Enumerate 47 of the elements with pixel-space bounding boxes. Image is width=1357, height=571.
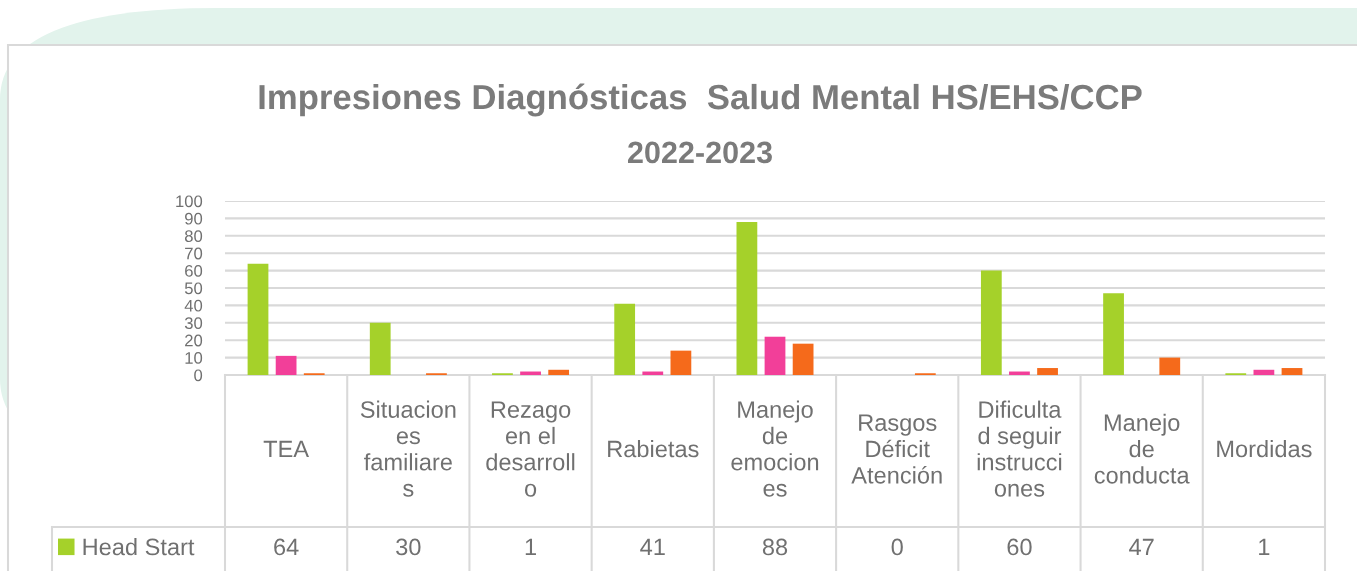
data-label: 47 bbox=[1129, 538, 1154, 556]
data-label: 41 bbox=[640, 538, 665, 556]
data-label: 0 bbox=[891, 538, 903, 556]
x-tick-label: Dificulta d seguir instrucci ones bbox=[977, 400, 1062, 497]
y-tick-label: 70 bbox=[185, 247, 203, 260]
x-tick-label: Manejo de conducta bbox=[1094, 413, 1190, 484]
bar bbox=[548, 369, 570, 375]
y-tick-label: 30 bbox=[184, 317, 203, 329]
bar bbox=[1159, 357, 1181, 375]
y-tick-label: 20 bbox=[185, 334, 203, 347]
chart-title: Impresiones Diagnósticas Salud Mental HS/EHS/CCP bbox=[259, 83, 1142, 117]
y-tick-label: 60 bbox=[185, 265, 203, 277]
bar bbox=[1281, 368, 1303, 375]
bar bbox=[275, 355, 297, 375]
bar bbox=[736, 221, 758, 375]
y-tick-label: 80 bbox=[184, 230, 203, 242]
y-tick-label: 40 bbox=[184, 299, 203, 312]
y-tick-label: 100 bbox=[176, 195, 203, 208]
bar bbox=[1037, 368, 1058, 375]
bar bbox=[980, 270, 1002, 375]
x-tick-label: Rezago en el desarroll o bbox=[486, 401, 575, 497]
bar bbox=[1253, 369, 1275, 375]
data-label: 64 bbox=[274, 538, 299, 556]
bar bbox=[764, 336, 786, 375]
x-tick-label: Situacion es familiare s bbox=[360, 400, 456, 497]
chart-subtitle: 2022-2023 bbox=[628, 141, 772, 164]
bar bbox=[369, 322, 391, 375]
bar bbox=[614, 303, 636, 375]
x-tick-label: Mordidas bbox=[1217, 439, 1312, 458]
bar bbox=[670, 350, 692, 375]
y-tick-label: 0 bbox=[194, 369, 203, 382]
data-label: 1 bbox=[525, 538, 536, 556]
bar bbox=[792, 343, 814, 375]
data-label: 1 bbox=[1259, 538, 1270, 556]
bar bbox=[247, 263, 269, 375]
data-label: 30 bbox=[396, 538, 421, 556]
data-label: 88 bbox=[762, 538, 788, 556]
x-tick-label: Rabietas bbox=[608, 439, 699, 458]
data-label: 60 bbox=[1007, 538, 1032, 556]
bar bbox=[1103, 293, 1124, 375]
y-tick-label: 50 bbox=[184, 282, 203, 295]
x-tick-label: Manejo de emocion es bbox=[731, 400, 819, 497]
y-tick-label: 10 bbox=[185, 352, 203, 364]
y-tick-label: 90 bbox=[185, 212, 203, 225]
legend-label: Head Start bbox=[83, 537, 195, 556]
x-tick-label: TEA bbox=[263, 440, 310, 458]
x-tick-label: Rasgos Déficit Atención bbox=[851, 414, 942, 484]
